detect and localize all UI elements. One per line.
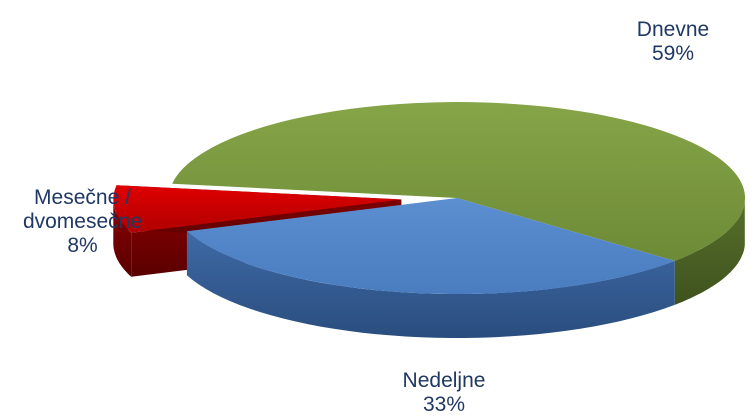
- pie-slice-mesecne: [113, 185, 402, 233]
- slice-label-mesecne-line2: dvomesečne: [22, 210, 143, 233]
- slice-label-dnevne-value: 59%: [651, 42, 695, 65]
- slice-label-mesecne-line1: Mesečne /: [34, 186, 131, 209]
- pie-slice-side-dnevne: [674, 201, 745, 305]
- slice-label-dnevne-name: Dnevne: [636, 18, 710, 41]
- pie-slice-nedeljne: [186, 198, 675, 295]
- slice-label-mesecne-value: 8%: [67, 234, 98, 257]
- slice-label-nedeljne: Nedeljne 33%: [374, 369, 514, 417]
- pie-slice-side-nedeljne: [186, 231, 675, 338]
- pie-slice-dnevne: [172, 102, 746, 261]
- pie-slice-side-mesecne: [113, 199, 132, 277]
- slice-label-dnevne: Dnevne 59%: [618, 18, 728, 66]
- slice-label-nedeljne-value: 33%: [422, 393, 466, 416]
- slice-label-nedeljne-name: Nedeljne: [402, 369, 486, 392]
- slice-label-mesecne: Mesečne / dvomesečne 8%: [0, 186, 165, 258]
